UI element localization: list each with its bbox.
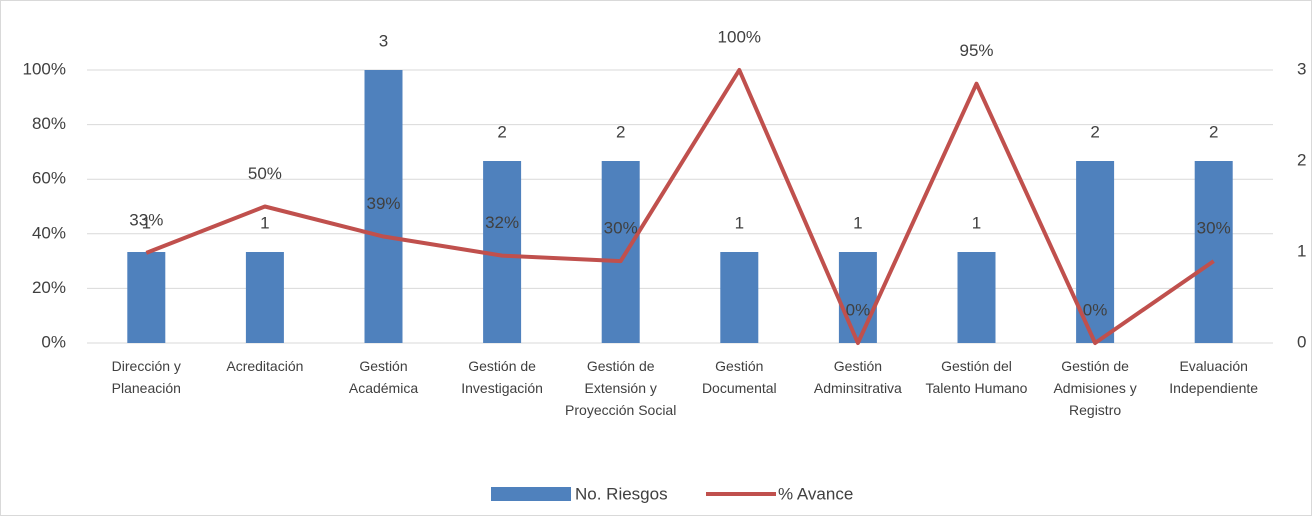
x-tick-label: Gestión de Extensión y Proyección Social xyxy=(565,358,677,418)
legend-label: No. Riesgos xyxy=(575,484,668,503)
bar-value-label: 2 xyxy=(1209,122,1218,141)
y2-tick-label: 0 xyxy=(1297,332,1306,351)
bar-value-label: 2 xyxy=(1090,122,1099,141)
line-value-label: 32% xyxy=(485,213,519,232)
y-tick-label: 40% xyxy=(32,223,66,242)
bar-value-label: 1 xyxy=(853,213,862,232)
bar-value-label: 1 xyxy=(142,213,151,232)
bar-value-label: 1 xyxy=(972,213,981,232)
line-value-label: 0% xyxy=(846,300,871,319)
legend-swatch xyxy=(491,487,571,501)
x-tick-label: Evaluación Independiente xyxy=(1169,358,1259,396)
x-tick-label: Gestión del Talento Humano xyxy=(925,358,1028,396)
bar-value-label: 2 xyxy=(616,122,625,141)
line-value-label: 33% xyxy=(129,210,163,229)
y2-tick-label: 1 xyxy=(1297,241,1306,260)
y-tick-label: 20% xyxy=(32,278,66,297)
bar-value-label: 1 xyxy=(260,213,269,232)
bar xyxy=(601,161,640,343)
line-value-label: 39% xyxy=(366,194,400,213)
bar xyxy=(245,252,284,343)
x-tick-label: Dirección y Planeación xyxy=(111,358,181,396)
line-value-label: 100% xyxy=(718,27,761,46)
bar xyxy=(838,252,877,343)
line xyxy=(145,68,1215,345)
y2-tick-label: 2 xyxy=(1297,150,1306,169)
line-value-label: 50% xyxy=(248,164,282,183)
y2-tick-label: 3 xyxy=(1297,59,1306,78)
x-tick-label: Gestión Documental xyxy=(701,358,777,396)
line-value-label: 0% xyxy=(1083,300,1108,319)
y-tick-label: 80% xyxy=(32,114,66,133)
bar xyxy=(1194,161,1233,343)
bar xyxy=(720,252,759,343)
x-tick-label: Gestión Adminsitrativa xyxy=(813,358,902,396)
x-tick-label: Gestión Académica xyxy=(348,358,419,396)
line-value-label: 30% xyxy=(1197,219,1231,238)
bar xyxy=(957,252,996,343)
x-tick-label: Acreditación xyxy=(226,358,304,374)
bar-value-label: 1 xyxy=(735,213,744,232)
x-tick-label: Gestión de Investigación xyxy=(461,358,543,396)
bar-value-label: 2 xyxy=(497,122,506,141)
bar-value-label: 3 xyxy=(379,31,388,50)
bar xyxy=(364,70,403,343)
y-tick-label: 0% xyxy=(41,332,66,351)
y-tick-label: 100% xyxy=(23,59,66,78)
legend-label: % Avance xyxy=(778,484,853,503)
line-value-label: 95% xyxy=(959,41,993,60)
x-tick-label: Gestión de Admisiones y Registro xyxy=(1053,358,1137,418)
line-value-label: 30% xyxy=(604,219,638,238)
y-tick-label: 60% xyxy=(32,169,66,188)
bar xyxy=(127,252,166,343)
